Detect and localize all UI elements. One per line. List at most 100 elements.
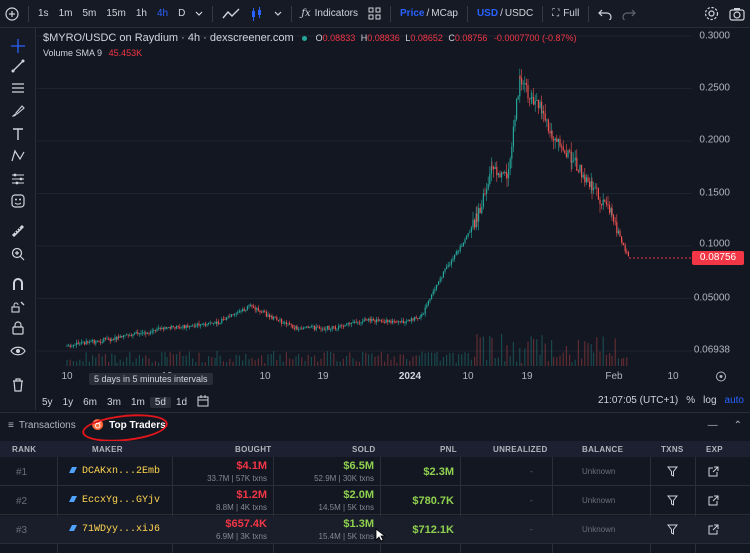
filter-icon[interactable] [666, 495, 679, 523]
range-5d[interactable]: 5d [149, 396, 171, 408]
rank-value: #3 [16, 525, 28, 536]
interval-d[interactable]: D [178, 8, 186, 19]
volume-bar [509, 356, 511, 366]
volume-bar [95, 357, 97, 366]
volume-bar [179, 351, 181, 366]
time-tick: 10 [667, 371, 679, 382]
full-button[interactable]: ⛶ Full [547, 0, 584, 28]
candle-body [230, 314, 232, 317]
col-balance: BALANCE [582, 444, 624, 454]
usd-option[interactable]: USD [476, 8, 499, 19]
table-row[interactable]: #1 DCAKxn...2Emb $4.1M 33.7M | 57K txns … [0, 458, 750, 486]
maker-address[interactable]: DCAKxn...2Emb [82, 466, 161, 477]
candle-body [323, 328, 325, 330]
collapse-icon[interactable]: ⌃ [733, 419, 742, 431]
divider [542, 5, 544, 22]
fib-icon[interactable] [8, 78, 28, 98]
range-5y[interactable]: 5y [42, 396, 53, 408]
lock-icon[interactable] [8, 318, 28, 338]
brush-icon[interactable] [8, 101, 28, 121]
interval-1s[interactable]: 1s [38, 8, 49, 19]
external-link-icon[interactable] [708, 524, 719, 552]
crosshair-icon[interactable] [8, 36, 28, 56]
table-row[interactable]: #3 71WDyy...xiJ6 $657.4K 6.9M | 3K txns … [0, 516, 750, 544]
candle-body [338, 326, 340, 329]
measure-icon[interactable] [8, 169, 28, 189]
settings-icon[interactable] [699, 0, 724, 28]
trendline-icon[interactable] [8, 56, 28, 76]
mcap-option[interactable]: MCap [431, 8, 458, 19]
volume-bar [289, 358, 291, 366]
filter-icon[interactable] [666, 466, 679, 494]
percent-toggle[interactable]: % [686, 395, 696, 406]
camera-icon[interactable] [724, 0, 750, 28]
usdc-option[interactable]: USDC [504, 8, 534, 19]
tab-transactions[interactable]: ≡ Transactions [0, 413, 84, 437]
candle-body [206, 323, 208, 326]
time-settings-icon[interactable] [716, 371, 727, 385]
table-row[interactable]: #2 EccxYg...GYjv $1.2M 8.8M | 4K txns $2… [0, 487, 750, 515]
candle-body [557, 138, 559, 142]
price-option[interactable]: Price [400, 8, 425, 19]
chevron-down-icon[interactable] [190, 0, 208, 28]
minimize-icon[interactable]: — [707, 419, 718, 431]
range-1m[interactable]: 1m [130, 396, 145, 408]
candle-body [195, 325, 197, 327]
volume-bar [317, 361, 319, 366]
interval-1h[interactable]: 1h [135, 8, 147, 19]
chevron-down-icon[interactable] [269, 0, 287, 28]
tab-top-traders[interactable]: ♉ Top Traders [84, 413, 174, 437]
candle-body [76, 342, 78, 345]
eye-icon[interactable] [8, 341, 28, 361]
layout-icon[interactable] [363, 0, 386, 28]
maker-address[interactable]: EccxYg...GYjv [82, 495, 161, 506]
range-1y[interactable]: 1y [62, 396, 74, 408]
filter-icon[interactable] [666, 524, 679, 552]
text-icon[interactable] [8, 124, 28, 144]
candlestick-plot[interactable] [37, 28, 750, 371]
auto-toggle[interactable]: auto [724, 395, 744, 406]
redo-icon[interactable] [617, 0, 641, 28]
lock-drawing-icon[interactable] [8, 296, 28, 316]
candle-body [512, 126, 514, 147]
maker-address[interactable]: 71WDyy...xiJ6 [82, 524, 161, 535]
price-axis[interactable]: 0.3000 0.2500 0.2000 0.1500 0.1000 0.050… [692, 28, 750, 378]
range-1d[interactable]: 1d [175, 396, 188, 408]
external-link-icon[interactable] [708, 495, 719, 523]
price-tick: 0.1500 [699, 187, 730, 199]
candle-body [121, 335, 123, 337]
interval-5m[interactable]: 5m [82, 8, 97, 19]
zoom-icon[interactable] [8, 244, 28, 264]
traders-panel: ≡ Transactions ♉ Top Traders — ⌃ RANK MA… [0, 410, 750, 553]
candle-body [508, 168, 510, 179]
volume-bar [418, 355, 420, 366]
volume-bar [516, 361, 518, 366]
interval-1m[interactable]: 1m [58, 8, 73, 19]
change-value: -0.0007700 (-0.87%) [493, 33, 577, 43]
interval-15m[interactable]: 15m [106, 8, 126, 19]
candle-body [589, 181, 591, 187]
candle-body [519, 76, 521, 79]
log-toggle[interactable]: log [703, 395, 717, 406]
external-link-icon[interactable] [708, 466, 719, 494]
volume-bar [486, 359, 488, 366]
currency-toggle[interactable]: USD / USDC [476, 8, 534, 19]
undo-icon[interactable] [593, 0, 617, 28]
magnet-icon[interactable] [8, 274, 28, 294]
emoji-icon[interactable] [8, 191, 28, 211]
line-chart-icon[interactable] [217, 0, 245, 28]
price-chart[interactable]: $MYRO/USDC on Raydium · 4h · dexscreener… [37, 28, 750, 392]
pattern-icon[interactable] [8, 146, 28, 166]
plus-circle-icon[interactable] [0, 0, 24, 28]
trash-icon[interactable] [8, 375, 28, 395]
candles-icon[interactable] [245, 0, 269, 28]
candle-body [574, 157, 576, 161]
range-6m[interactable]: 6m [83, 396, 98, 408]
range-3m[interactable]: 3m [107, 396, 121, 408]
calendar-icon[interactable] [192, 394, 214, 410]
ruler-icon[interactable] [8, 221, 28, 241]
price-mcap-toggle[interactable]: Price / MCap [400, 8, 458, 19]
indicators-button[interactable]: ƒx Indicators [296, 0, 363, 28]
candle-body [250, 304, 252, 306]
interval-4h[interactable]: 4h [156, 8, 169, 19]
